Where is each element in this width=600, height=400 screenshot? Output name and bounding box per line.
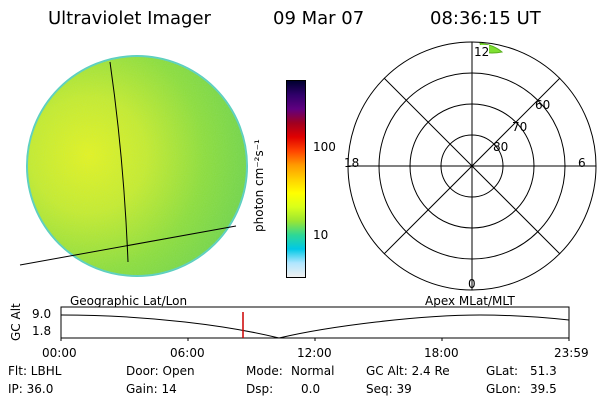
- glon-value: 39.5: [530, 382, 557, 396]
- seq-info: Seq: 39: [366, 382, 412, 396]
- orbit-x-tick-1: 06:00: [170, 346, 205, 360]
- dsp-value: 0.0: [301, 382, 321, 396]
- door-info: Door: Open: [126, 364, 195, 378]
- orbit-y-axis-label: GC Alt: [9, 303, 23, 341]
- orbit-plot-frame: [60, 306, 570, 339]
- mlt-label-6: 6: [578, 156, 586, 170]
- date-label: 09 Mar 07: [273, 8, 365, 29]
- mode-value: Normal: [291, 364, 335, 378]
- mlt-label-0: 0: [468, 277, 476, 291]
- colorbar: [286, 80, 306, 278]
- gain-info: Gain: 14: [126, 382, 177, 396]
- instrument-title: Ultraviolet Imager: [48, 8, 211, 29]
- orbit-x-tick-0: 00:00: [42, 346, 77, 360]
- ring-label-70: 70: [512, 120, 528, 134]
- filter-info: Flt: LBHL: [8, 364, 62, 378]
- colorbar-tick-100: 100: [313, 140, 336, 154]
- axis-diag-2: [383, 77, 561, 255]
- gc-alt-info: GC Alt: 2.4 Re: [366, 364, 450, 378]
- glat-value: 51.3: [530, 364, 557, 378]
- dsp-label: Dsp:: [246, 382, 274, 396]
- orbit-x-tick-2: 12:00: [297, 346, 332, 360]
- altitude-curve: [60, 314, 570, 339]
- mode-label: Mode:: [246, 364, 283, 378]
- ring-label-60: 60: [535, 98, 551, 112]
- colorbar-units-label: photon cm⁻²s⁻¹: [252, 139, 266, 232]
- orbit-y-tick-top: 9.0: [32, 307, 52, 321]
- glat-label: GLat:: [486, 364, 519, 378]
- ip-info: IP: 36.0: [8, 382, 54, 396]
- orbit-y-tick-bottom: 1.8: [32, 324, 52, 338]
- glon-label: GLon:: [486, 382, 521, 396]
- latitude-line: [19, 225, 237, 266]
- colorbar-gradient: [287, 81, 305, 277]
- orbit-right-title: Apex MLat/MLT: [425, 294, 515, 308]
- mlt-label-12: 12: [474, 45, 490, 59]
- ring-label-80: 80: [493, 140, 509, 154]
- mlt-label-18: 18: [344, 156, 360, 170]
- meridian-line: [109, 61, 129, 263]
- orbit-x-tick-3: 18:00: [424, 346, 459, 360]
- orbit-left-title: Geographic Lat/Lon: [70, 294, 188, 308]
- colorbar-tick-10: 10: [313, 228, 329, 242]
- polar-plot: [347, 41, 597, 291]
- time-label: 08:36:15 UT: [430, 8, 541, 29]
- orbit-x-tick-4: 23:59: [554, 346, 589, 360]
- earth-disk-image: [19, 55, 248, 277]
- orbit-plot: [60, 306, 570, 341]
